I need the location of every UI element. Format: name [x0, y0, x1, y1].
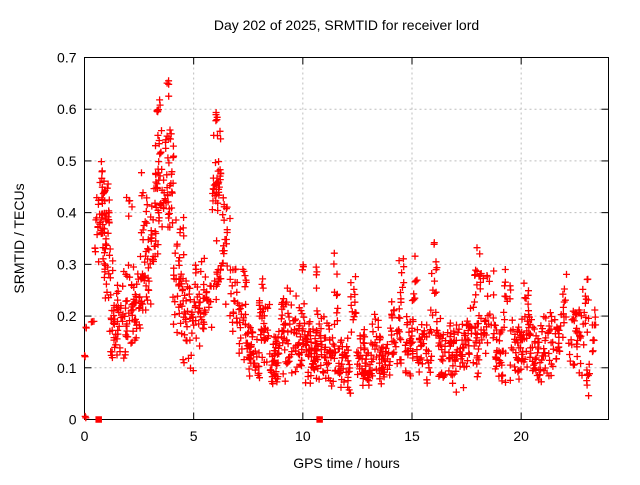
plot-area-border — [84, 57, 609, 420]
y-tick-label: 0.1 — [57, 360, 77, 376]
x-tick-label: 20 — [513, 428, 529, 444]
y-tick-labels: 0 0.1 0.2 0.3 0.4 0.5 0.6 0.7 — [57, 50, 77, 428]
x-tick-label: 15 — [404, 428, 420, 444]
y-tick-label: 0.2 — [57, 308, 77, 324]
flagged-point-marker — [95, 416, 102, 423]
x-tick-labels: 0 5 10 15 20 — [81, 428, 530, 444]
chart-title: Day 202 of 2025, SRMTID for receiver lor… — [214, 17, 479, 33]
y-tick-label: 0 — [69, 412, 77, 428]
x-axis-label: GPS time / hours — [293, 455, 400, 471]
x-tick-label: 10 — [295, 428, 311, 444]
y-axis-label: SRMTID / TECUs — [11, 183, 27, 293]
y-tick-label: 0.7 — [57, 50, 77, 66]
scatter-points — [81, 77, 600, 422]
x-tick-label: 0 — [81, 428, 89, 444]
y-tick-label: 0.5 — [57, 153, 77, 169]
y-tick-label: 0.4 — [57, 205, 77, 221]
x-tick-label: 5 — [190, 428, 198, 444]
y-tick-label: 0.3 — [57, 256, 77, 272]
axis-ticks — [84, 57, 609, 420]
flagged-point-marker — [316, 416, 323, 423]
y-tick-label: 0.6 — [57, 101, 77, 117]
flagged-points — [95, 416, 323, 423]
